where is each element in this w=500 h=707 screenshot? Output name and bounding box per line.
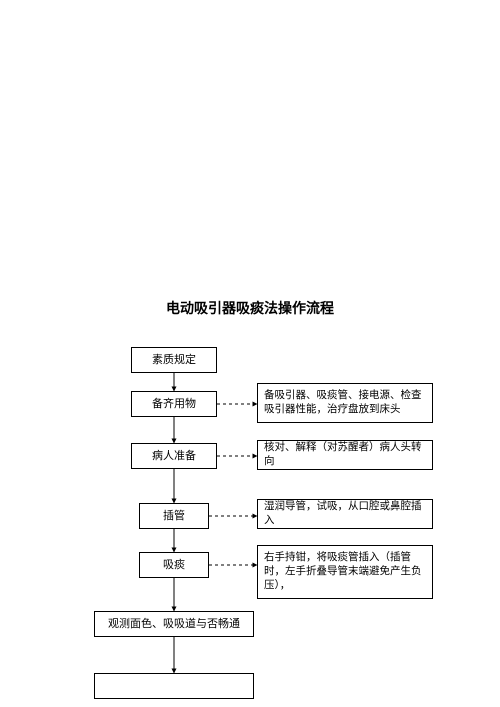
flow-node-n1: 素质规定 bbox=[131, 347, 217, 373]
flow-side-s4: 湿润导管，试吸，从口腔或鼻腔插入 bbox=[257, 499, 433, 529]
flow-side-s3: 核对、解释（对苏醒者）病人头转向 bbox=[257, 440, 433, 470]
flow-node-n5: 吸痰 bbox=[139, 552, 209, 578]
page: 电动吸引器吸痰法操作流程 素质规定备齐用物病人准备插管吸痰观测面色、吸吸道与否畅… bbox=[0, 0, 500, 707]
flow-node-n7 bbox=[94, 673, 254, 699]
flow-side-s2: 备吸引器、吸痰管、接电源、检查吸引器性能，治疗盘放到床头 bbox=[257, 383, 433, 423]
flow-node-n6: 观测面色、吸吸道与否畅通 bbox=[94, 611, 254, 637]
flowchart-title: 电动吸引器吸痰法操作流程 bbox=[0, 298, 500, 318]
flow-side-s5: 右手持钳，将吸痰管插入（插管时，左手折叠导管末端避免产生负压）， bbox=[257, 545, 433, 599]
flow-node-n4: 插管 bbox=[139, 503, 209, 529]
connectors bbox=[0, 0, 500, 707]
flow-node-n3: 病人准备 bbox=[131, 443, 217, 469]
flow-node-n2: 备齐用物 bbox=[131, 391, 217, 417]
